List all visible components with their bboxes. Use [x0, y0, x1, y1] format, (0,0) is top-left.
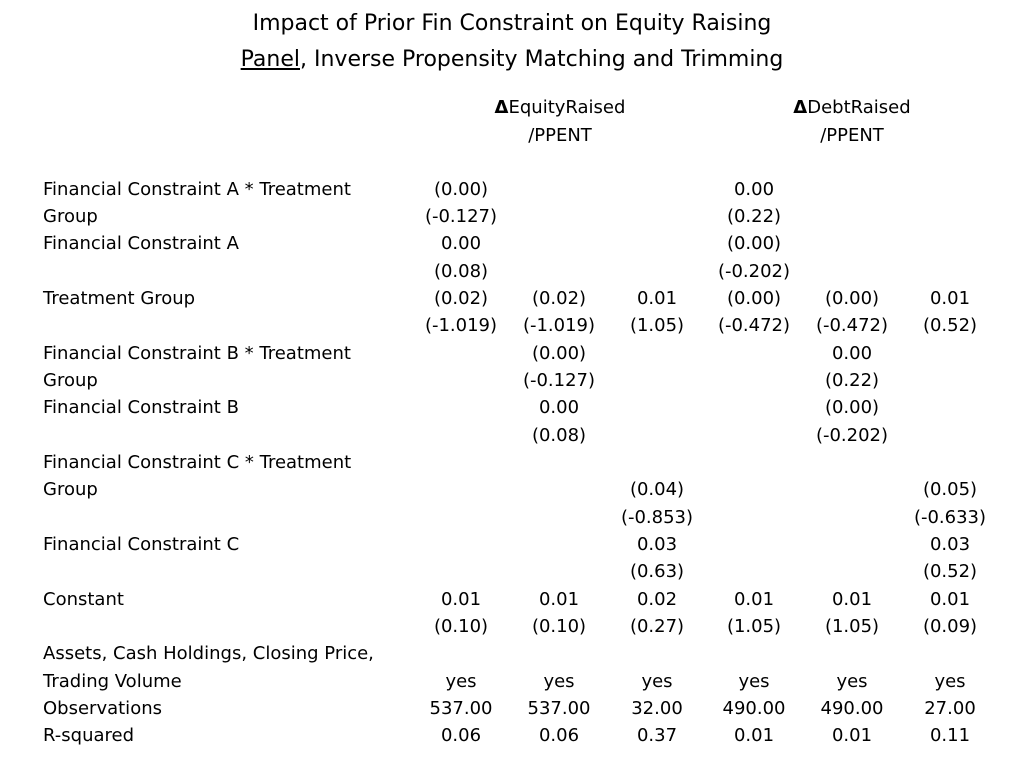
table-cell: 0.06	[538, 725, 580, 746]
table-cell: 537.00	[527, 698, 591, 719]
table-cell: yes	[445, 671, 477, 692]
table-cell: (0.22)	[824, 370, 880, 391]
row-label: Financial Constraint A	[43, 233, 239, 254]
table-cell: (0.08)	[531, 425, 587, 446]
table-cell: 0.02	[636, 589, 678, 610]
header-debt-sublabel: /PPENT	[820, 125, 884, 146]
table-cell: 0.06	[440, 725, 482, 746]
table-cell: 0.01	[929, 589, 971, 610]
header-equity-label: EquityRaised	[508, 97, 626, 118]
header-equity-delta: Δ	[494, 97, 509, 118]
table-cell: (0.00)	[433, 179, 489, 200]
table-cell: (0.00)	[726, 233, 782, 254]
table-cell: 0.01	[733, 589, 775, 610]
table-cell: (-0.127)	[522, 370, 596, 391]
table-cell: (0.00)	[824, 288, 880, 309]
table-cell: 0.01	[733, 725, 775, 746]
row-label: Group	[43, 206, 98, 227]
table-cell: yes	[543, 671, 575, 692]
table-cell: (0.00)	[726, 288, 782, 309]
table-cell: yes	[934, 671, 966, 692]
table-cell: yes	[836, 671, 868, 692]
table-cell: (0.00)	[824, 397, 880, 418]
table-cell: (0.02)	[531, 288, 587, 309]
table-cell: 27.00	[924, 698, 976, 719]
table-cell: (-0.633)	[913, 507, 987, 528]
table-cell: 490.00	[722, 698, 786, 719]
row-label: Financial Constraint B	[43, 397, 239, 418]
table-cell: (0.09)	[922, 616, 978, 637]
row-label: Financial Constraint C * Treatment	[43, 452, 352, 473]
table-cell: 0.03	[929, 534, 971, 555]
header-equity-sublabel: /PPENT	[528, 125, 592, 146]
table-cell: 0.01	[440, 589, 482, 610]
table-cell: (-1.019)	[522, 315, 596, 336]
table-cell: 0.00	[831, 343, 873, 364]
table-cell: 537.00	[429, 698, 493, 719]
title-line-2-rest: , Inverse Propensity Matching and Trimmi…	[300, 47, 784, 72]
row-label: Assets, Cash Holdings, Closing Price,	[43, 643, 374, 664]
table-cell: 490.00	[820, 698, 884, 719]
table-cell: (-0.202)	[815, 425, 889, 446]
header-debt-label: DebtRaised	[807, 97, 911, 118]
table-cell: (0.52)	[922, 561, 978, 582]
table-cell: (0.22)	[726, 206, 782, 227]
table-cell: (0.63)	[629, 561, 685, 582]
title-line-1: Impact of Prior Fin Constraint on Equity…	[252, 11, 772, 36]
table-cell: 0.03	[636, 534, 678, 555]
table-cell: (0.52)	[922, 315, 978, 336]
header-debt-delta: Δ	[793, 97, 808, 118]
title-line-2: Panel, Inverse Propensity Matching and T…	[0, 44, 1024, 76]
table-cell: (1.05)	[726, 616, 782, 637]
table-cell: (1.05)	[629, 315, 685, 336]
table-cell: 0.00	[538, 397, 580, 418]
table-cell: 0.00	[440, 233, 482, 254]
table-cell: (0.04)	[629, 479, 685, 500]
row-label: Financial Constraint A * Treatment	[43, 179, 351, 200]
row-label: Constant	[43, 589, 124, 610]
table-cell: (-0.472)	[815, 315, 889, 336]
table-cell: (1.05)	[824, 616, 880, 637]
table-cell: (-0.853)	[620, 507, 694, 528]
table-cell: (0.10)	[531, 616, 587, 637]
table-cell: (-1.019)	[424, 315, 498, 336]
row-label: Observations	[43, 698, 162, 719]
row-label: R-squared	[43, 725, 135, 746]
table-cell: yes	[641, 671, 673, 692]
table-cell: 0.01	[538, 589, 580, 610]
row-label: Treatment Group	[43, 288, 196, 309]
table-cell: (0.05)	[922, 479, 978, 500]
row-label: Financial Constraint B * Treatment	[43, 343, 351, 364]
header-debt: ΔDebtRaised /PPENT	[742, 94, 962, 150]
header-equity: ΔEquityRaised /PPENT	[450, 94, 670, 150]
table-cell: (-0.202)	[717, 261, 791, 282]
table-cell: (0.27)	[629, 616, 685, 637]
table-cell: (0.00)	[531, 343, 587, 364]
table-cell: 32.00	[631, 698, 683, 719]
table-cell: yes	[738, 671, 770, 692]
row-label: Financial Constraint C	[43, 534, 240, 555]
table-cell: (-0.127)	[424, 206, 498, 227]
table-cell: (0.08)	[433, 261, 489, 282]
row-label: Group	[43, 479, 98, 500]
table-cell: 0.11	[929, 725, 971, 746]
table-cell: 0.00	[733, 179, 775, 200]
table-cell: 0.01	[929, 288, 971, 309]
table-cell: 0.01	[636, 288, 678, 309]
row-label: Trading Volume	[43, 671, 182, 692]
table-cell: 0.01	[831, 589, 873, 610]
table-cell: 0.37	[636, 725, 678, 746]
table-cell: (0.10)	[433, 616, 489, 637]
table-cell: 0.01	[831, 725, 873, 746]
title-panel-word: Panel	[240, 47, 300, 72]
table-cell: (-0.472)	[717, 315, 791, 336]
row-label: Group	[43, 370, 98, 391]
table-cell: (0.02)	[433, 288, 489, 309]
